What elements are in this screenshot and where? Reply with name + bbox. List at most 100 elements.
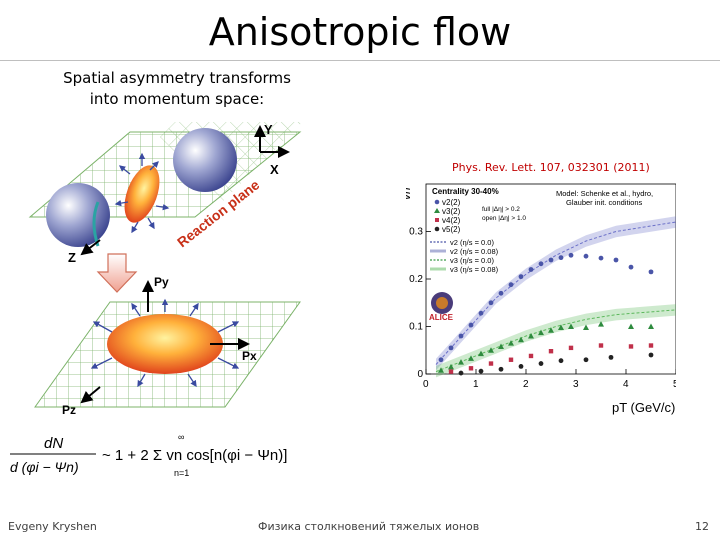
momentum-arrows (90, 298, 240, 388)
y-axis-title: vn (406, 187, 413, 200)
x-axis-label: X (270, 162, 279, 177)
y-tick-label: 0.1 (409, 322, 423, 333)
data-point-v32-9 (528, 333, 534, 339)
data-point-v42-7 (598, 343, 604, 348)
legend-cut-full: full |Δη| > 0.2 (482, 206, 520, 213)
formula-sum-lower: n=1 (174, 468, 189, 478)
data-point-v42-9 (648, 343, 654, 348)
momentum-ellipsoid (107, 314, 223, 374)
model-item-4: v3 (η/s = 0.08) (450, 265, 499, 274)
data-point-v32-11 (548, 327, 554, 333)
flow-formula: dN d (φi − Ψn) ~ 1 + 2 Σ vn cos[n(φi − Ψ… (10, 432, 287, 478)
x-tick-label: 5 (673, 379, 676, 390)
legend-cut-open: open |Δη| > 1.0 (482, 215, 526, 222)
data-point-v22-4 (478, 310, 484, 316)
alice-logo: ALICE (429, 292, 454, 322)
legend-marker-v2 (434, 199, 440, 205)
data-point-v32-2 (458, 359, 464, 365)
nucleus-right (173, 128, 237, 192)
x-axis-title: pT (GeV/c) (612, 400, 675, 415)
slide-title: Anisotropic flow (208, 10, 512, 54)
legend-v5: v5(2) (442, 225, 461, 234)
data-point-v32-14 (583, 324, 589, 330)
data-point-v32-5 (488, 347, 494, 353)
data-point-v52-4 (538, 361, 544, 366)
legend-v4: v4(2) (442, 216, 461, 225)
x-tick-label: 4 (623, 379, 629, 390)
model-item-1: v2 (η/s = 0.0) (450, 238, 494, 247)
legend-title: Centrality 30-40% (432, 187, 499, 196)
y-tick-label: 0.2 (409, 274, 423, 285)
legend-marker-v5 (434, 226, 440, 232)
subtitle-line-2: into momentum space: (89, 90, 265, 108)
legend-entries: v2(2) v3(2) v4(2) v5(2) full |Δη| > 0.2 … (434, 198, 526, 234)
data-point-v42-2 (488, 361, 494, 366)
data-point-v52-2 (498, 366, 504, 372)
data-point-v32-16 (628, 323, 634, 329)
data-point-v22-16 (613, 257, 619, 263)
data-point-v32-8 (518, 336, 524, 343)
x-tick-label: 1 (473, 379, 479, 390)
data-point-v22-9 (528, 267, 534, 272)
formula-denominator: d (φi − Ψn) (10, 459, 79, 475)
data-point-v42-3 (508, 357, 514, 362)
data-point-v22-1 (448, 345, 454, 351)
data-point-v32-12 (558, 324, 564, 330)
data-point-v52-8 (648, 352, 654, 358)
legend-marker-v4 (435, 218, 439, 222)
data-point-v42-8 (628, 344, 634, 349)
formula-rhs: ~ 1 + 2 Σ vn cos[n(φi − Ψn)] (102, 447, 287, 464)
data-point-v42-5 (548, 349, 554, 354)
data-point-v32-4 (478, 350, 484, 357)
model-legend: Model: Schenke et al., hydro, Glauber in… (430, 189, 653, 274)
data-point-v32-10 (538, 329, 544, 336)
data-point-v22-14 (583, 253, 589, 259)
subtitle: Spatial asymmetry transforms into moment… (52, 68, 302, 110)
data-point-v22-6 (498, 290, 504, 296)
data-point-v22-10 (538, 261, 544, 267)
data-point-v22-12 (558, 255, 564, 261)
data-point-v22-13 (568, 252, 574, 258)
model-item-2: v2 (η/s = 0.08) (450, 247, 499, 256)
subtitle-line-1: Spatial asymmetry transforms (63, 69, 291, 87)
pz-axis-arrow (80, 386, 101, 404)
data-point-v22-7 (508, 282, 514, 288)
legend-v2: v2(2) (442, 198, 461, 207)
y-tick-label: 0 (417, 369, 423, 380)
data-point-v52-7 (608, 354, 614, 360)
data-point-v32-0 (438, 367, 444, 373)
data-point-v42-1 (468, 366, 474, 371)
data-point-v32-7 (508, 340, 514, 346)
data-point-v32-3 (468, 355, 474, 361)
data-point-v22-8 (518, 274, 524, 280)
data-point-v52-6 (583, 357, 589, 363)
data-point-v22-0 (438, 357, 444, 363)
position-arrows (114, 152, 170, 234)
formula-numerator: dN (44, 435, 63, 452)
model-title-1: Model: Schenke et al., hydro, (556, 189, 653, 198)
data-point-v42-4 (528, 353, 534, 359)
data-point-v22-11 (548, 257, 554, 263)
data-point-v32-1 (448, 363, 454, 370)
y-axis-label: Y (264, 122, 273, 137)
footer-course: Физика столкновений тяжелых ионов (258, 520, 480, 533)
data-point-v32-6 (498, 343, 504, 349)
data-point-v42-0 (448, 369, 454, 374)
nucleus-left (46, 183, 110, 247)
data-point-v52-5 (558, 358, 564, 364)
legend-v3: v3(2) (442, 207, 461, 216)
data-point-v22-2 (458, 333, 464, 339)
transform-arrow (96, 253, 138, 293)
data-point-v22-5 (488, 300, 494, 306)
pz-axis-label: Pz (62, 403, 76, 417)
x-tick-label: 3 (573, 379, 579, 390)
y-tick-label: 0.3 (409, 227, 423, 238)
data-point-v52-1 (478, 368, 484, 374)
overlap-region (124, 165, 160, 223)
data-point-v42-6 (568, 345, 574, 351)
formula-sum-upper: ∞ (178, 432, 184, 442)
data-point-v22-3 (468, 322, 474, 328)
legend-marker-v3 (434, 208, 440, 213)
data-point-v22-17 (628, 264, 634, 270)
data-point-v32-17 (648, 323, 654, 329)
